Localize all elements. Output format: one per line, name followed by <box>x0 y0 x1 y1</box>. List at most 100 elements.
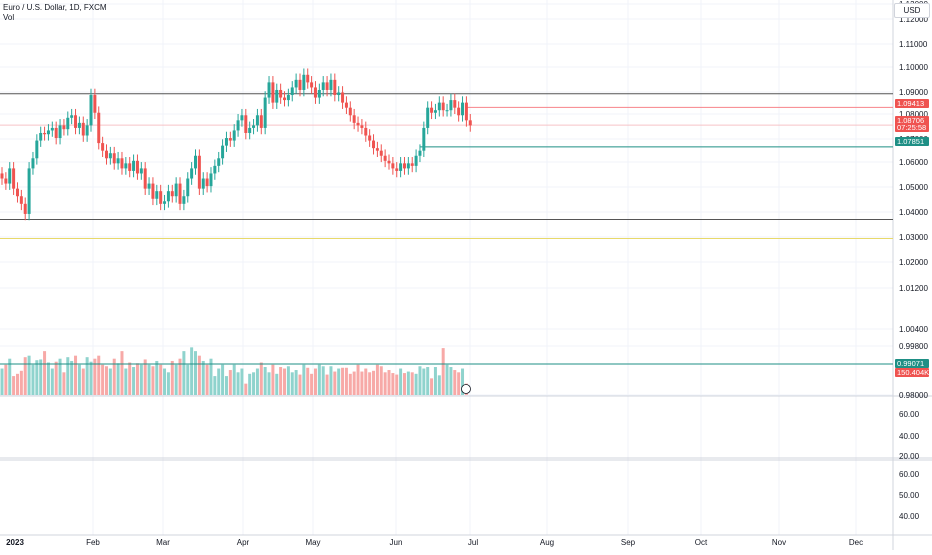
volume-bar <box>236 372 240 395</box>
lower-pane-tick-label: 40.00 <box>899 512 920 521</box>
candle-body <box>333 79 337 96</box>
candle-body <box>298 79 302 90</box>
candle-body <box>19 196 23 204</box>
volume-bar <box>379 366 383 395</box>
candle-body <box>190 168 194 179</box>
volume-bar <box>197 355 201 395</box>
volume-bar <box>174 364 178 395</box>
candle-body <box>54 127 58 139</box>
volume-bar <box>147 364 151 395</box>
volume-bar <box>89 361 93 395</box>
candle-body <box>364 127 368 136</box>
volume-bar <box>375 364 379 395</box>
price-label-box <box>895 137 929 146</box>
volume-bar <box>12 376 16 395</box>
candle-body <box>27 168 31 214</box>
price-label-text: 150.404K <box>897 368 929 377</box>
volume-bar <box>81 368 85 395</box>
candle-body <box>383 155 387 161</box>
volume-bar <box>437 375 441 395</box>
candle-body <box>449 100 453 111</box>
volume-bar <box>441 348 445 395</box>
candle-body <box>395 168 399 171</box>
volume-bar <box>302 364 306 395</box>
candle-body <box>302 74 306 90</box>
currency-selector[interactable]: USD <box>894 3 930 18</box>
volume-bar <box>391 373 395 395</box>
volume-bar <box>279 367 283 395</box>
candle-body <box>248 127 252 133</box>
volume-bar <box>232 364 236 395</box>
candle-body <box>437 102 441 111</box>
price-tick-label: 1.10000 <box>899 63 928 72</box>
price-tick-label: 1.12000 <box>899 15 928 24</box>
candle-body <box>286 95 290 101</box>
volume-bar <box>290 372 294 395</box>
volume-bar <box>77 364 81 395</box>
volume-bar <box>387 370 391 395</box>
price-label-text: 07:25:58 <box>897 123 926 132</box>
volume-bar <box>418 366 422 395</box>
volume-bar <box>395 374 399 395</box>
volume-bar <box>4 364 8 395</box>
time-tick-label: Jun <box>390 538 403 547</box>
candle-body <box>410 163 414 166</box>
volume-legend[interactable]: Vol <box>3 13 15 22</box>
candle-body <box>263 97 267 128</box>
candle-body <box>441 102 445 111</box>
candle-body <box>244 115 248 133</box>
candle-body <box>81 122 85 136</box>
volume-bar <box>360 371 364 395</box>
candle-body <box>313 87 317 98</box>
volume-bar <box>259 362 263 395</box>
candle-body <box>124 163 128 169</box>
candle-body <box>461 102 465 116</box>
price-label-text: 0.99071 <box>897 359 924 368</box>
candle-body <box>209 173 213 187</box>
price-tick-label: 1.11000 <box>899 40 928 49</box>
volume-bar <box>209 358 213 395</box>
volume-bar <box>190 347 194 395</box>
candle-body <box>62 125 66 130</box>
candle-body <box>4 178 8 184</box>
candle-body <box>457 107 461 116</box>
volume-bar <box>406 371 410 395</box>
volume-bar <box>348 373 352 395</box>
price-label-text: 1.08706 <box>897 116 924 125</box>
candle-body <box>170 191 174 197</box>
candle-body <box>74 115 78 128</box>
candle-body <box>372 140 376 149</box>
candle-body <box>155 191 159 199</box>
candle-body <box>151 183 155 199</box>
price-tick-label: 0.99800 <box>899 342 928 351</box>
lower-pane-tick-label: 60.00 <box>899 410 920 419</box>
volume-bar <box>453 370 457 395</box>
volume-bar <box>283 368 287 395</box>
volume-bar <box>135 363 139 395</box>
time-tick-label: Sep <box>621 538 636 547</box>
candle-body <box>85 125 89 136</box>
candle-body <box>310 82 314 88</box>
volume-bar <box>313 368 317 395</box>
volume-bar <box>372 370 376 395</box>
candle-body <box>464 102 468 121</box>
volume-bar <box>112 358 116 395</box>
volume-bar <box>163 368 167 395</box>
candle-body <box>368 135 372 141</box>
candle-body <box>317 89 321 98</box>
volume-bar <box>213 376 217 395</box>
volume-bar <box>31 364 35 395</box>
time-tick-label: Mar <box>156 538 170 547</box>
symbol-title[interactable]: Euro / U.S. Dollar, 1D, FXCM <box>3 3 107 12</box>
volume-bar <box>275 373 279 395</box>
time-tick-label: Dec <box>849 538 863 547</box>
volume-bar <box>85 357 89 395</box>
volume-bar <box>15 373 19 395</box>
volume-bar <box>402 373 406 395</box>
volume-bar <box>58 358 62 395</box>
price-tick-label: 1.00400 <box>899 325 928 334</box>
volume-bar <box>143 359 147 395</box>
volume-bar <box>108 368 112 395</box>
